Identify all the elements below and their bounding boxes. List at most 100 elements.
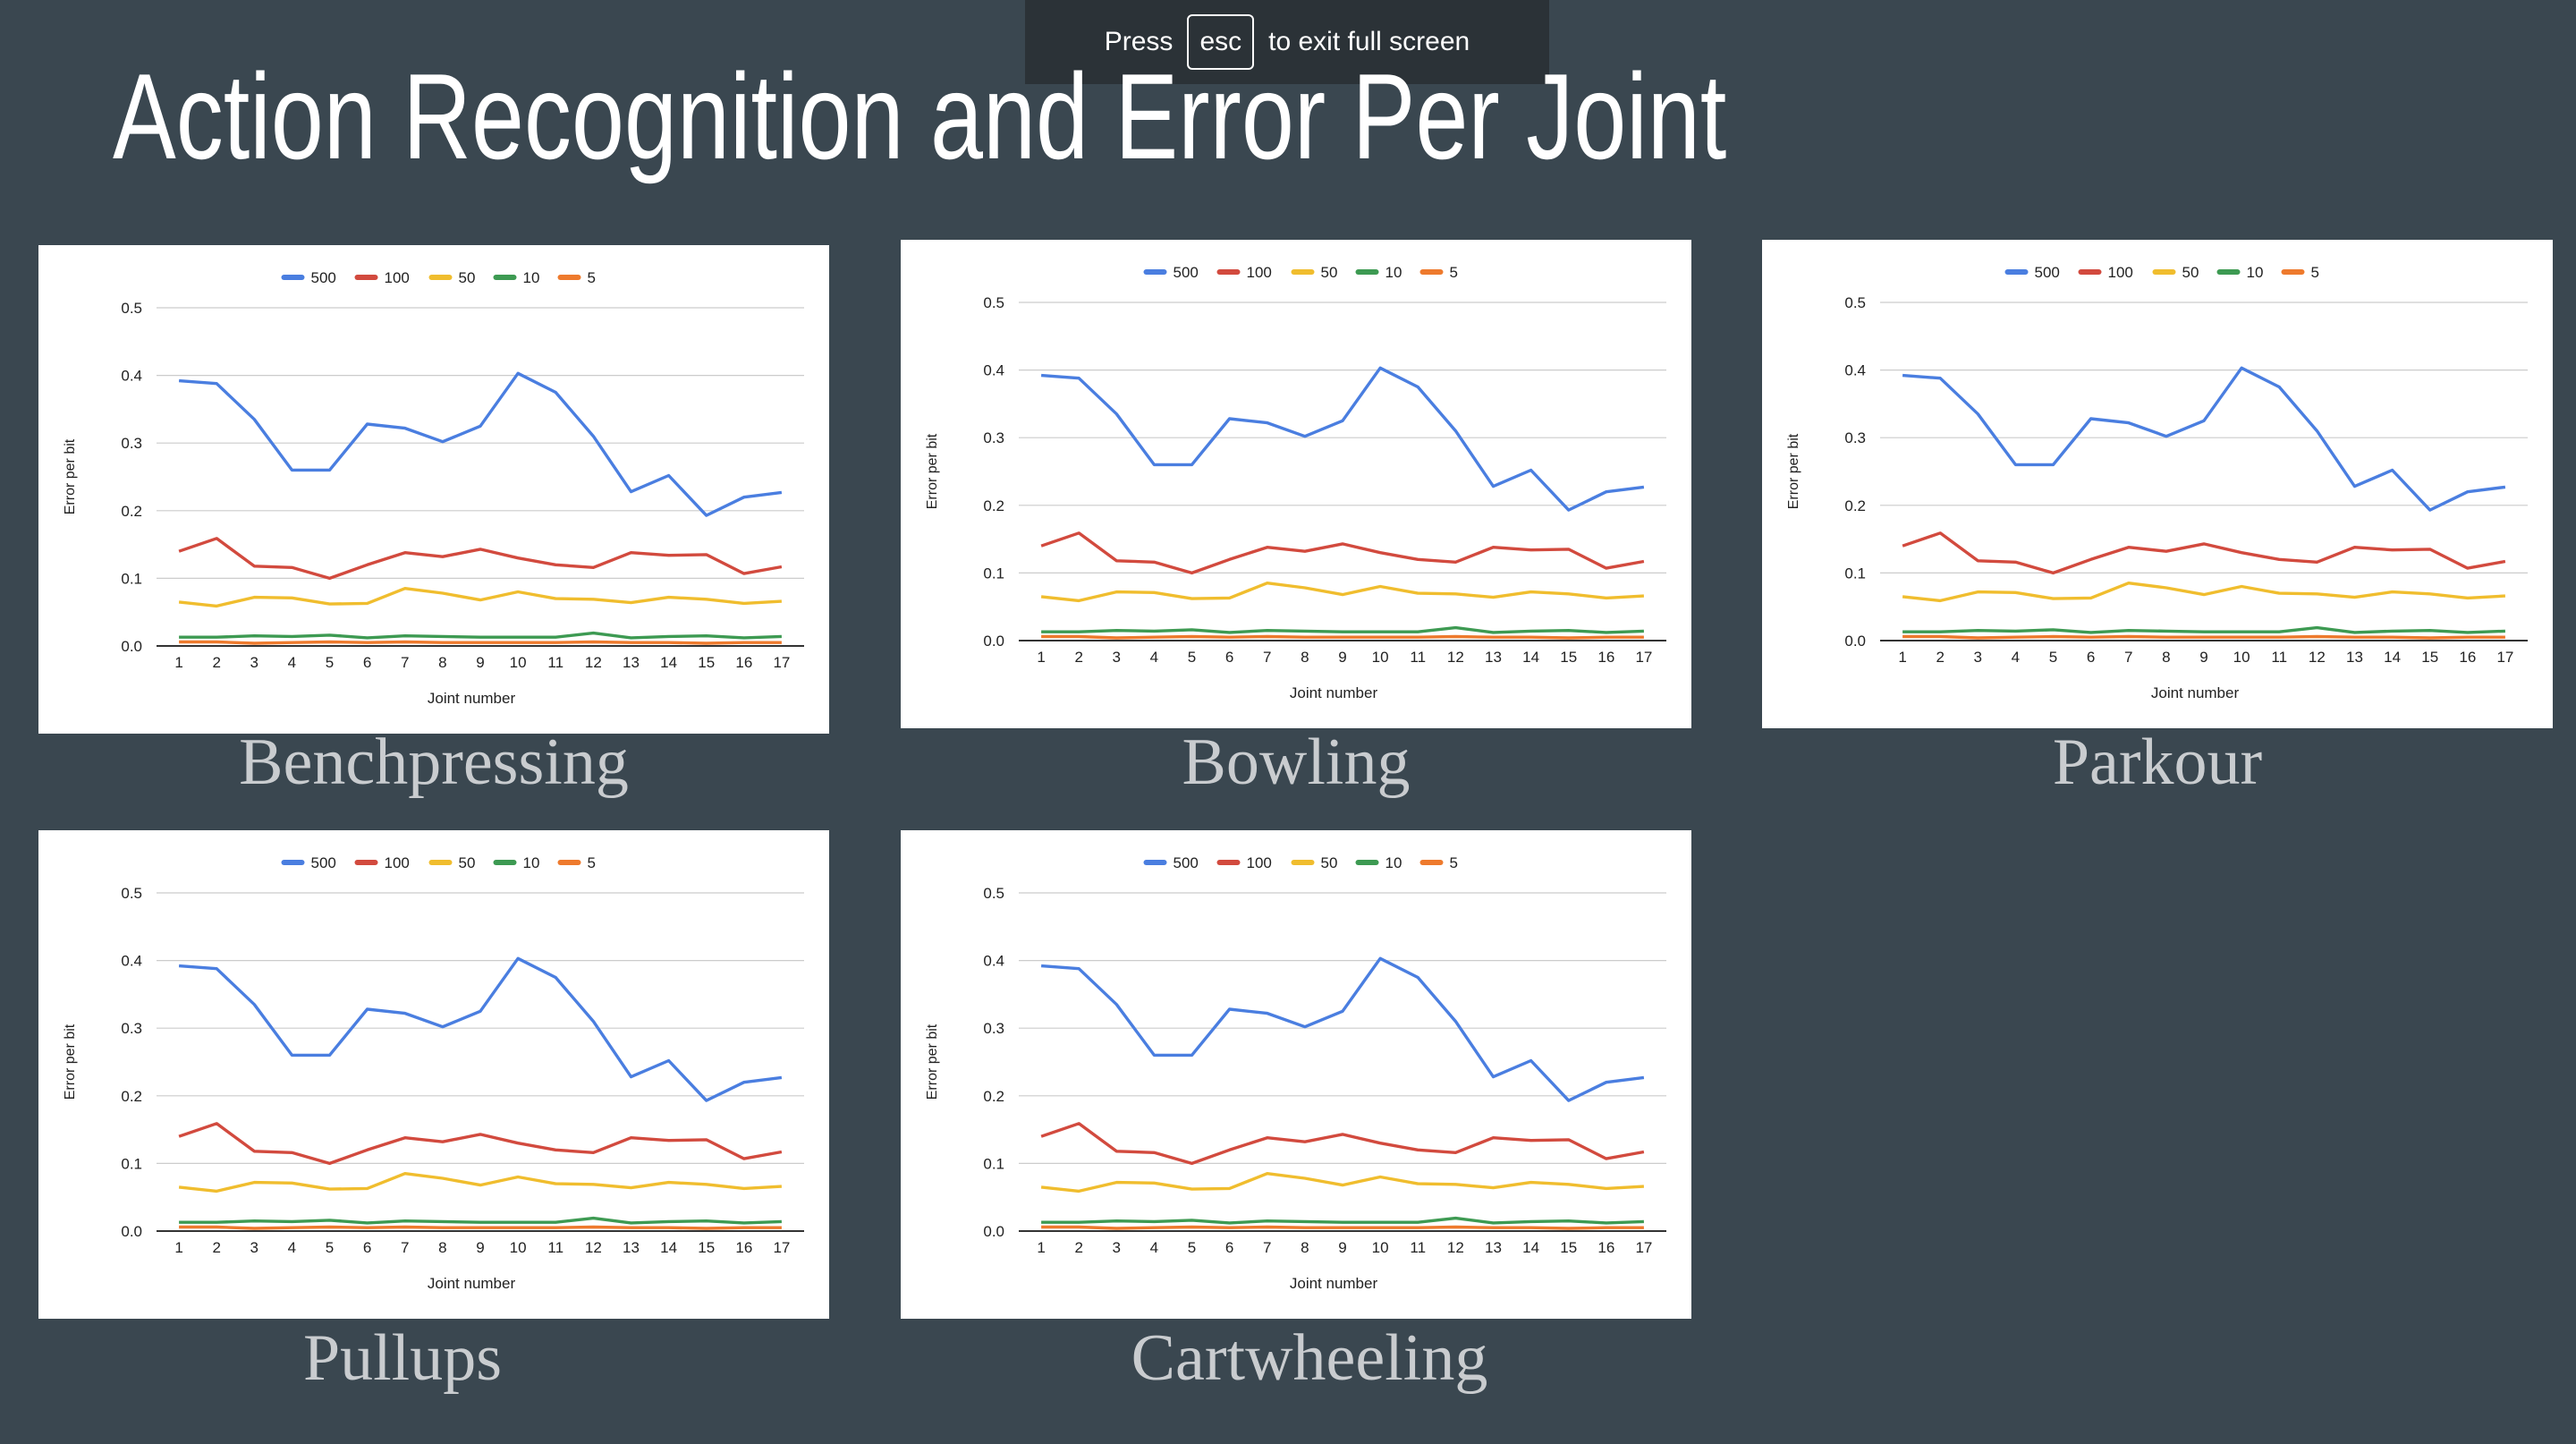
x-axis-label: Joint number (428, 1275, 516, 1292)
x-tick-label: 17 (773, 654, 790, 671)
x-tick-label: 9 (476, 654, 484, 671)
legend-label: 500 (311, 269, 336, 286)
chart-benchpressing: 0.00.10.20.30.40.51 2 3 4 5 6 7 8 9 10 11 12 13 14 15 1… (38, 245, 829, 734)
legend-label: 50 (1321, 264, 1338, 281)
legend-label: 10 (1385, 854, 1402, 871)
series-line-10 (1902, 625, 2505, 634)
series-line-500 (178, 956, 783, 1102)
y-tick-label: 0.1 (983, 565, 1004, 582)
y-axis-label: Error per bit (63, 438, 78, 514)
series-line-100 (1040, 1122, 1645, 1166)
x-tick-label: 11 (2271, 649, 2287, 666)
chart-caption: Pullups (302, 1321, 503, 1395)
x-tick-label: 3 (250, 654, 258, 671)
y-tick-label: 0.0 (1844, 633, 1866, 650)
x-tick-label: 9 (476, 1239, 484, 1256)
x-tick-label: 2 (1936, 649, 1944, 666)
legend-label: 5 (588, 854, 596, 871)
y-tick-label: 0.3 (983, 429, 1004, 446)
series-line-5 (1041, 634, 1644, 640)
series-line-10 (1041, 625, 1644, 634)
x-tick-label: 12 (2309, 649, 2326, 666)
series-line-100 (178, 537, 783, 581)
legend-label: 100 (385, 854, 410, 871)
chart-caption: Benchpressing (239, 726, 629, 799)
x-tick-label: 4 (288, 1239, 296, 1256)
chart-panel-pullups: 0.0 0.1 0.2 0.3 0.4 0.5 1 2 3 4 5 6 7 8 9 10 11 12 13 14 15 1… (38, 830, 829, 1395)
x-tick-label: 8 (438, 654, 446, 671)
y-tick-label: 0.1 (983, 1155, 1004, 1172)
x-tick-label: 14 (660, 1239, 677, 1256)
chart-caption: Bowling (1182, 726, 1411, 799)
x-tick-label: 17 (1635, 1239, 1652, 1256)
legend-label: 500 (1174, 854, 1199, 871)
x-tick-label: 17 (2496, 649, 2513, 666)
series-line-5 (179, 640, 782, 645)
legend-label: 50 (1321, 854, 1338, 871)
y-tick-label: 0.4 (983, 953, 1004, 970)
series-line-10 (179, 631, 782, 640)
y-axis-label: Error per bit (925, 433, 940, 509)
x-tick-label: 3 (1113, 649, 1121, 666)
x-tick-label: 9 (2199, 649, 2207, 666)
chart-cartwheeling: 0.00.10.20.30.40.51 2 3 4 5 6 7 8 9 10 11 12 13 14 15 1… (901, 830, 1691, 1319)
series-line-50 (1902, 582, 2505, 603)
x-tick-label: 12 (585, 1239, 602, 1256)
x-tick-label: 1 (174, 1239, 182, 1256)
x-tick-label: 16 (735, 1239, 752, 1256)
x-axis-label: Joint number (1290, 684, 1378, 701)
esc-key[interactable]: esc (1187, 14, 1255, 70)
x-tick-label: 10 (1372, 1239, 1389, 1256)
y-axis-label: Error per bit (1786, 433, 1801, 509)
x-tick-label: 9 (1338, 1239, 1346, 1256)
series-line-10 (1041, 1216, 1644, 1225)
x-tick-label: 15 (1560, 649, 1577, 666)
x-tick-label: 8 (2162, 649, 2170, 666)
x-tick-label: 1 (174, 654, 182, 671)
x-axis-label: Joint number (428, 690, 516, 707)
series-line-100 (178, 1122, 783, 1166)
chart-panel-bowling: 0.0 0.1 0.2 0.3 0.4 0.5 1 2 3 4 5 6 7 8 9 10 11 12 13 14 15 1… (901, 240, 1691, 799)
series-line-5 (179, 1225, 782, 1230)
x-tick-label: 5 (1188, 1239, 1196, 1256)
y-tick-label: 0.5 (121, 885, 142, 902)
x-tick-label: 4 (1150, 1239, 1158, 1256)
y-axis-label: Error per bit (925, 1024, 940, 1100)
x-tick-label: 15 (698, 654, 715, 671)
chart-panel-cartwheeling: 0.0 0.1 0.2 0.3 0.4 0.5 1 2 3 4 5 6 7 8 9 10 11 12 13 14 15 1… (901, 830, 1691, 1395)
legend-label: 10 (523, 854, 540, 871)
x-tick-label: 11 (547, 1239, 564, 1256)
x-tick-label: 2 (212, 654, 220, 671)
legend-label: 50 (459, 269, 476, 286)
series-line-100 (1902, 531, 2506, 575)
series-line-50 (1040, 1172, 1644, 1193)
y-tick-label: 0.0 (983, 633, 1004, 650)
legend-label: 100 (1247, 854, 1272, 871)
x-tick-label: 3 (1974, 649, 1982, 666)
y-tick-label: 0.5 (121, 300, 142, 317)
y-tick-label: 0.1 (1844, 565, 1866, 582)
x-tick-label: 7 (1263, 1239, 1271, 1256)
x-tick-label: 13 (2346, 649, 2363, 666)
y-tick-label: 0.5 (983, 885, 1004, 902)
legend-label: 5 (2311, 264, 2319, 281)
y-tick-label: 0.2 (983, 497, 1004, 514)
y-tick-label: 0.1 (121, 1155, 142, 1172)
x-tick-label: 6 (363, 654, 371, 671)
legend-label: 100 (385, 269, 410, 286)
x-axis-label: Joint number (1290, 1275, 1378, 1292)
x-tick-label: 7 (1263, 649, 1271, 666)
y-tick-label: 0.4 (121, 368, 142, 385)
chart-parkour: 0.00.10.20.30.40.51 2 3 4 5 6 7 8 9 10 11 12 13 14 15 1… (1762, 240, 2553, 728)
y-tick-label: 0.5 (983, 294, 1004, 311)
chart-caption: Cartwheeling (1131, 1321, 1488, 1395)
x-tick-label: 6 (1225, 649, 1233, 666)
x-tick-label: 14 (1522, 1239, 1539, 1256)
legend-label: 50 (459, 854, 476, 871)
x-tick-label: 9 (1338, 649, 1346, 666)
x-tick-label: 16 (735, 654, 752, 671)
y-tick-label: 0.3 (983, 1020, 1004, 1037)
x-tick-label: 11 (547, 654, 564, 671)
y-tick-label: 0.4 (1844, 362, 1866, 379)
x-tick-label: 1 (1037, 649, 1045, 666)
